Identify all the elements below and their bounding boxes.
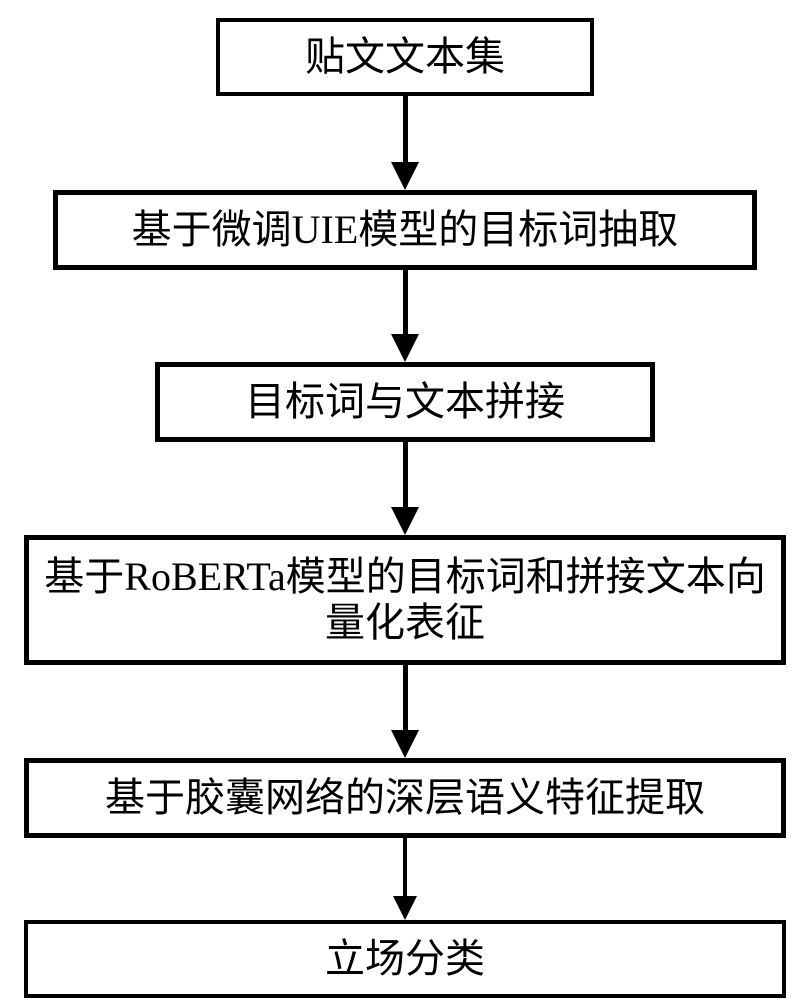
flow-edge-1 bbox=[403, 96, 408, 162]
flow-node-2: 基于微调UIE模型的目标词抽取 bbox=[53, 190, 757, 270]
flow-node-5-label: 基于胶囊网络的深层语义特征提取 bbox=[105, 775, 705, 821]
flow-node-2-label: 基于微调UIE模型的目标词抽取 bbox=[132, 207, 679, 253]
flow-edge-2-head bbox=[391, 334, 419, 362]
flow-node-4: 基于RoBERTa模型的目标词和拼接文本向量化表征 bbox=[24, 535, 786, 665]
flow-node-4-label: 基于RoBERTa模型的目标词和拼接文本向量化表征 bbox=[39, 554, 771, 646]
flow-edge-5 bbox=[403, 838, 407, 896]
flow-node-1-label: 贴文文本集 bbox=[305, 34, 505, 80]
flow-node-6: 立场分类 bbox=[24, 920, 786, 998]
flow-edge-1-head bbox=[391, 162, 419, 190]
flowchart-canvas: 贴文文本集 基于微调UIE模型的目标词抽取 目标词与文本拼接 基于RoBERTa… bbox=[0, 0, 807, 1000]
flow-edge-3-head bbox=[391, 507, 419, 535]
flow-node-6-label: 立场分类 bbox=[325, 936, 485, 982]
flow-edge-2 bbox=[403, 270, 408, 334]
flow-edge-4 bbox=[403, 665, 408, 730]
flow-edge-5-head bbox=[393, 896, 417, 920]
flow-node-3: 目标词与文本拼接 bbox=[155, 362, 655, 442]
flow-node-1: 贴文文本集 bbox=[216, 18, 594, 96]
flow-node-3-label: 目标词与文本拼接 bbox=[245, 379, 565, 425]
flow-node-5: 基于胶囊网络的深层语义特征提取 bbox=[24, 758, 786, 838]
flow-edge-3 bbox=[403, 442, 408, 507]
flow-edge-4-head bbox=[391, 730, 419, 758]
